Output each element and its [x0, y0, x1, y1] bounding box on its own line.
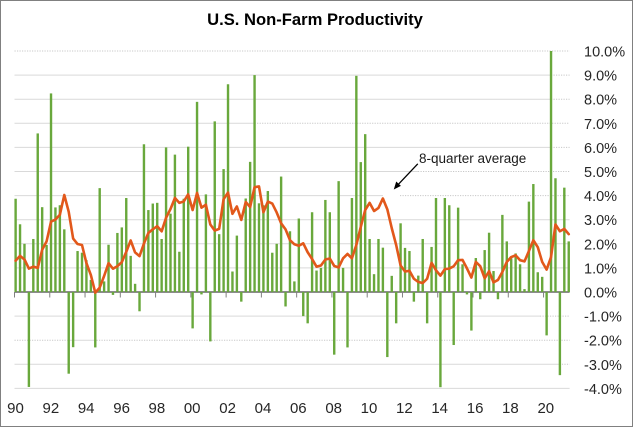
svg-text:94: 94 — [78, 400, 95, 417]
svg-text:10.0%: 10.0% — [584, 45, 625, 61]
svg-text:8.0%: 8.0% — [584, 93, 617, 109]
svg-text:9.0%: 9.0% — [584, 69, 617, 85]
svg-text:7.0%: 7.0% — [584, 117, 617, 133]
svg-text:U.S. Non-Farm Productivity: U.S. Non-Farm Productivity — [207, 10, 424, 29]
svg-text:2.0%: 2.0% — [584, 237, 617, 253]
svg-text:-4.0%: -4.0% — [584, 382, 622, 398]
svg-text:-2.0%: -2.0% — [584, 334, 622, 350]
svg-text:00: 00 — [184, 400, 201, 417]
svg-text:8-quarter average: 8-quarter average — [419, 151, 526, 166]
svg-text:5.0%: 5.0% — [584, 165, 617, 181]
svg-text:02: 02 — [219, 400, 236, 417]
svg-text:14: 14 — [431, 400, 448, 417]
svg-text:08: 08 — [325, 400, 342, 417]
svg-text:96: 96 — [113, 400, 130, 417]
svg-text:04: 04 — [255, 400, 272, 417]
svg-text:6.0%: 6.0% — [584, 141, 617, 157]
svg-text:1.0%: 1.0% — [584, 261, 617, 277]
svg-text:-3.0%: -3.0% — [584, 358, 622, 374]
svg-text:90: 90 — [7, 400, 24, 417]
svg-text:98: 98 — [149, 400, 166, 417]
svg-text:92: 92 — [43, 400, 60, 417]
svg-text:0.0%: 0.0% — [584, 286, 617, 302]
svg-text:18: 18 — [502, 400, 519, 417]
svg-text:20: 20 — [537, 400, 554, 417]
svg-text:06: 06 — [290, 400, 307, 417]
svg-text:16: 16 — [467, 400, 484, 417]
svg-text:3.0%: 3.0% — [584, 213, 617, 229]
svg-text:4.0%: 4.0% — [584, 189, 617, 205]
svg-text:10: 10 — [361, 400, 378, 417]
svg-text:-1.0%: -1.0% — [584, 310, 622, 326]
svg-text:12: 12 — [396, 400, 413, 417]
